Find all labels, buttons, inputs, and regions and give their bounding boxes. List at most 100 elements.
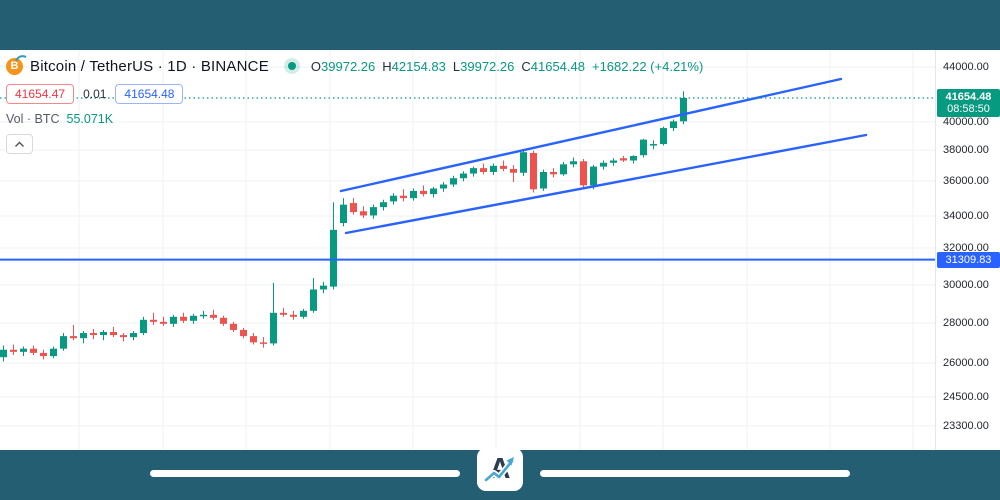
current-price-badge: 41654.48 08:58:50 xyxy=(937,89,1000,117)
bottom-banner: A xyxy=(0,448,1000,500)
candle-body xyxy=(0,349,7,358)
market-status-icon xyxy=(283,58,300,74)
candle-body xyxy=(670,121,677,129)
price-axis-label: 28000.00 xyxy=(943,317,989,329)
candle-body xyxy=(530,152,537,190)
candle-body xyxy=(140,319,147,334)
candle-body xyxy=(190,315,197,321)
candle-body xyxy=(400,195,407,199)
candle-body xyxy=(220,317,227,324)
candle-body xyxy=(10,349,17,352)
collapse-panel-button[interactable] xyxy=(6,134,33,154)
candle-body xyxy=(590,166,597,186)
current-price-value: 41654.48 xyxy=(945,91,992,103)
candle-body xyxy=(450,178,457,185)
price-axis[interactable]: 23300.00 24500.00 26000.00 28000.00 30000.00… xyxy=(935,50,1000,450)
top-banner xyxy=(0,0,1000,50)
candle-body xyxy=(240,329,247,337)
close-label: C xyxy=(521,58,531,74)
chart-canvas[interactable] xyxy=(0,50,935,450)
channel-upper-line[interactable] xyxy=(339,77,843,193)
chart-legend: B Bitcoin / TetherUS · 1D · BINANCE O399… xyxy=(6,54,703,154)
candle-body xyxy=(470,168,477,174)
close-value: 41654.48 xyxy=(530,58,585,74)
candle-body xyxy=(540,171,547,189)
candle-body xyxy=(620,158,627,161)
trend-arrow-icon xyxy=(483,457,515,483)
symbol-title[interactable]: Bitcoin / TetherUS · 1D · BINANCE xyxy=(30,57,269,75)
price-axis-label: 32000.00 xyxy=(943,242,989,254)
channel-lower-line[interactable] xyxy=(344,133,868,235)
candle-body xyxy=(260,342,267,344)
candle-body xyxy=(290,314,297,317)
candle-body xyxy=(60,336,67,349)
candle-body xyxy=(320,285,327,290)
volume-label: Vol · BTC xyxy=(6,112,60,126)
level-price-badge: 31309.83 xyxy=(937,251,1000,268)
candle-body xyxy=(20,348,27,352)
divider-line-right xyxy=(540,470,850,477)
price-axis-label: 44000.00 xyxy=(943,61,989,73)
candle-body xyxy=(150,319,157,322)
candle-body xyxy=(160,321,167,324)
swoosh-icon xyxy=(15,54,27,61)
brand-logo: A xyxy=(477,448,523,491)
high-value: 42154.83 xyxy=(391,58,446,74)
candle-body xyxy=(390,195,397,202)
low-value: 39972.26 xyxy=(460,58,515,74)
price-axis-label: 23300.00 xyxy=(943,420,989,432)
candle-body xyxy=(280,312,287,315)
candle-body xyxy=(80,333,87,339)
candle-body xyxy=(270,312,277,344)
candle-body xyxy=(250,336,257,343)
candle-body xyxy=(610,160,617,163)
divider-line-left xyxy=(150,470,460,477)
candle-body xyxy=(330,229,337,287)
sell-price-button[interactable]: 41654.47 xyxy=(6,84,75,104)
buy-price-button[interactable]: 41654.48 xyxy=(115,84,184,104)
candle-body xyxy=(550,171,557,175)
candle-body xyxy=(640,139,647,156)
candle-body xyxy=(560,164,567,175)
price-axis-label: 26000.00 xyxy=(943,357,989,369)
candle-body xyxy=(440,184,447,189)
chart-panel: B Bitcoin / TetherUS · 1D · BINANCE O399… xyxy=(0,50,1000,450)
candle-body xyxy=(500,165,507,169)
candle-body xyxy=(100,331,107,336)
candle-body xyxy=(660,128,667,145)
candle-body xyxy=(210,314,217,318)
candle-body xyxy=(230,323,237,330)
candle-body xyxy=(350,203,357,213)
price-axis-label: 36000.00 xyxy=(943,175,989,187)
volume-value: 55.071K xyxy=(66,112,114,126)
candle-body xyxy=(50,348,57,357)
change-value: +1682.22 (+4.21%) xyxy=(591,58,704,74)
candle-body xyxy=(170,316,177,324)
candle-body xyxy=(430,188,437,195)
candle-body xyxy=(130,333,137,338)
high-label: H xyxy=(382,58,392,74)
candle-body xyxy=(520,152,527,173)
bitcoin-icon: B xyxy=(6,54,27,75)
candle-body xyxy=(600,162,607,167)
open-value: 39972.26 xyxy=(321,58,376,74)
candle-body xyxy=(340,204,347,224)
candle-body xyxy=(650,144,657,146)
price-axis-label: 40000.00 xyxy=(943,116,989,128)
candle-body xyxy=(360,211,367,216)
candle-body xyxy=(120,335,127,338)
price-axis-label: 24500.00 xyxy=(943,391,989,403)
price-axis-label: 38000.00 xyxy=(943,144,989,156)
candle-body xyxy=(480,168,487,172)
candle-body xyxy=(630,155,637,161)
candle-body xyxy=(110,331,117,336)
price-axis-label: 34000.00 xyxy=(943,210,989,222)
candle-body xyxy=(420,190,427,195)
ohlc-row: O39972.26 H42154.83 L39972.26 C41654.48 … xyxy=(311,59,703,74)
candle-body xyxy=(30,348,37,353)
candle-body xyxy=(180,316,187,321)
chevron-up-icon xyxy=(15,141,24,147)
bar-countdown: 08:58:50 xyxy=(947,103,990,115)
candle-body xyxy=(310,289,317,311)
